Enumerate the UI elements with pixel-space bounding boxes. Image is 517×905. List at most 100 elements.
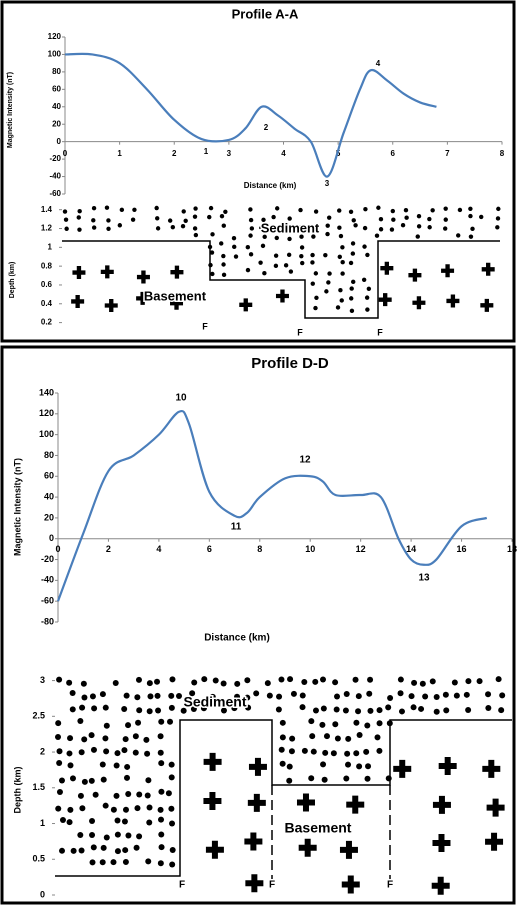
- sediment-dot: [411, 704, 417, 710]
- sediment-dot: [327, 271, 331, 275]
- sediment-dot: [275, 206, 279, 210]
- sediment-dot: [114, 793, 120, 799]
- sediment-dot: [100, 691, 106, 697]
- sediment-dot: [144, 751, 150, 757]
- sediment-dot: [210, 232, 214, 236]
- sediment-dot: [100, 859, 106, 865]
- sediment-dot: [313, 707, 319, 713]
- sediment-dot: [124, 764, 130, 770]
- sediment-dot: [77, 718, 83, 724]
- sediment-dot: [158, 760, 164, 766]
- y-tick-label: 0.4: [41, 299, 53, 308]
- sediment-dot: [355, 708, 361, 714]
- sediment-dot: [118, 223, 122, 227]
- basement-cross: [206, 841, 224, 859]
- y-tick-label: 0: [49, 533, 54, 543]
- sediment-dot: [156, 226, 160, 230]
- basement-cross: [248, 794, 266, 812]
- y-axis-label: Magnetic Intensity (nT): [7, 72, 14, 148]
- sediment-dot: [168, 218, 172, 222]
- sediment-dot: [79, 749, 85, 755]
- panel-frame: [2, 347, 514, 903]
- basement-cross: [71, 295, 84, 308]
- annotation: 3: [325, 179, 330, 188]
- basement-cross: [482, 263, 495, 276]
- sediment-dot: [158, 733, 164, 739]
- sediment-dot: [133, 733, 139, 739]
- sediment-dot: [485, 705, 491, 711]
- y-tick-label: 80: [52, 67, 61, 76]
- sediment-dot: [91, 218, 95, 222]
- basement-cross: [203, 792, 221, 810]
- sediment-dot: [417, 214, 421, 218]
- sediment-dot: [427, 225, 431, 229]
- sediment-dot: [115, 818, 121, 824]
- y-tick-label: 0.2: [41, 318, 53, 327]
- sediment-dot: [337, 208, 341, 212]
- figure: Profile A-AMagnetic Intensity (nT)-60-40…: [0, 0, 517, 905]
- sediment-dot: [320, 761, 326, 767]
- sediment-dot: [340, 260, 344, 264]
- sediment-dot: [332, 721, 338, 727]
- sediment-dot: [443, 692, 449, 698]
- sediment-dot: [308, 775, 314, 781]
- x-axis-label: Distance (km): [244, 181, 297, 190]
- sediment-dot: [244, 677, 250, 683]
- sediment-dot: [375, 234, 379, 238]
- y-tick-label: 80: [44, 450, 54, 460]
- sediment-dot: [124, 693, 130, 699]
- sediment-dot: [367, 287, 371, 291]
- sediment-dot: [267, 693, 273, 699]
- sediment-dot: [136, 707, 142, 713]
- sediment-dot: [454, 693, 460, 699]
- sediment-dot: [314, 296, 318, 300]
- basement-cross: [432, 877, 450, 895]
- sediment-dot: [363, 749, 369, 755]
- sediment-dot: [131, 217, 135, 221]
- sediment-dot: [191, 680, 197, 686]
- sediment-dot: [193, 226, 197, 230]
- sediment-dot: [155, 693, 161, 699]
- sediment-dot: [337, 226, 341, 230]
- sediment-dot: [70, 690, 76, 696]
- sediment-dot: [357, 732, 363, 738]
- x-tick-label: 10: [305, 544, 315, 554]
- section-label: F: [179, 880, 185, 891]
- sediment-dot: [232, 245, 236, 249]
- sediment-dot: [125, 722, 131, 728]
- sediment-dot: [477, 678, 483, 684]
- y-tick-label: 3: [40, 675, 45, 685]
- sediment-dot: [349, 210, 353, 214]
- sediment-dot: [249, 218, 253, 222]
- y-tick-label: 1: [48, 242, 53, 251]
- sediment-dot: [499, 692, 505, 698]
- sediment-dot: [89, 778, 95, 784]
- sediment-dot: [105, 205, 109, 209]
- sediment-dot: [183, 219, 187, 223]
- sediment-dot: [121, 706, 127, 712]
- sediment-dot: [468, 207, 472, 211]
- section-label: F: [377, 327, 383, 337]
- sediment-dot: [201, 676, 207, 682]
- sediment-dot: [169, 676, 175, 682]
- sediment-dot: [56, 760, 62, 766]
- sediment-dot: [113, 680, 119, 686]
- sediment-dot: [322, 777, 328, 783]
- sediment-dot: [55, 720, 61, 726]
- sediment-dot: [299, 254, 303, 258]
- sediment-dot: [158, 807, 164, 813]
- section-label: F: [297, 327, 303, 337]
- x-tick-label: 14: [406, 544, 416, 554]
- sediment-dot: [57, 748, 63, 754]
- y-tick-label: 120: [48, 32, 62, 41]
- sediment-dot: [495, 225, 499, 229]
- sediment-dot: [158, 817, 164, 823]
- sediment-dot: [90, 859, 96, 865]
- basement-cross: [72, 266, 85, 279]
- sediment-dot: [262, 271, 266, 275]
- sediment-dot: [276, 707, 282, 713]
- sediment-dot: [81, 681, 87, 687]
- sediment-dot: [343, 776, 349, 782]
- sediment-dot: [145, 793, 151, 799]
- sediment-dot: [340, 298, 344, 302]
